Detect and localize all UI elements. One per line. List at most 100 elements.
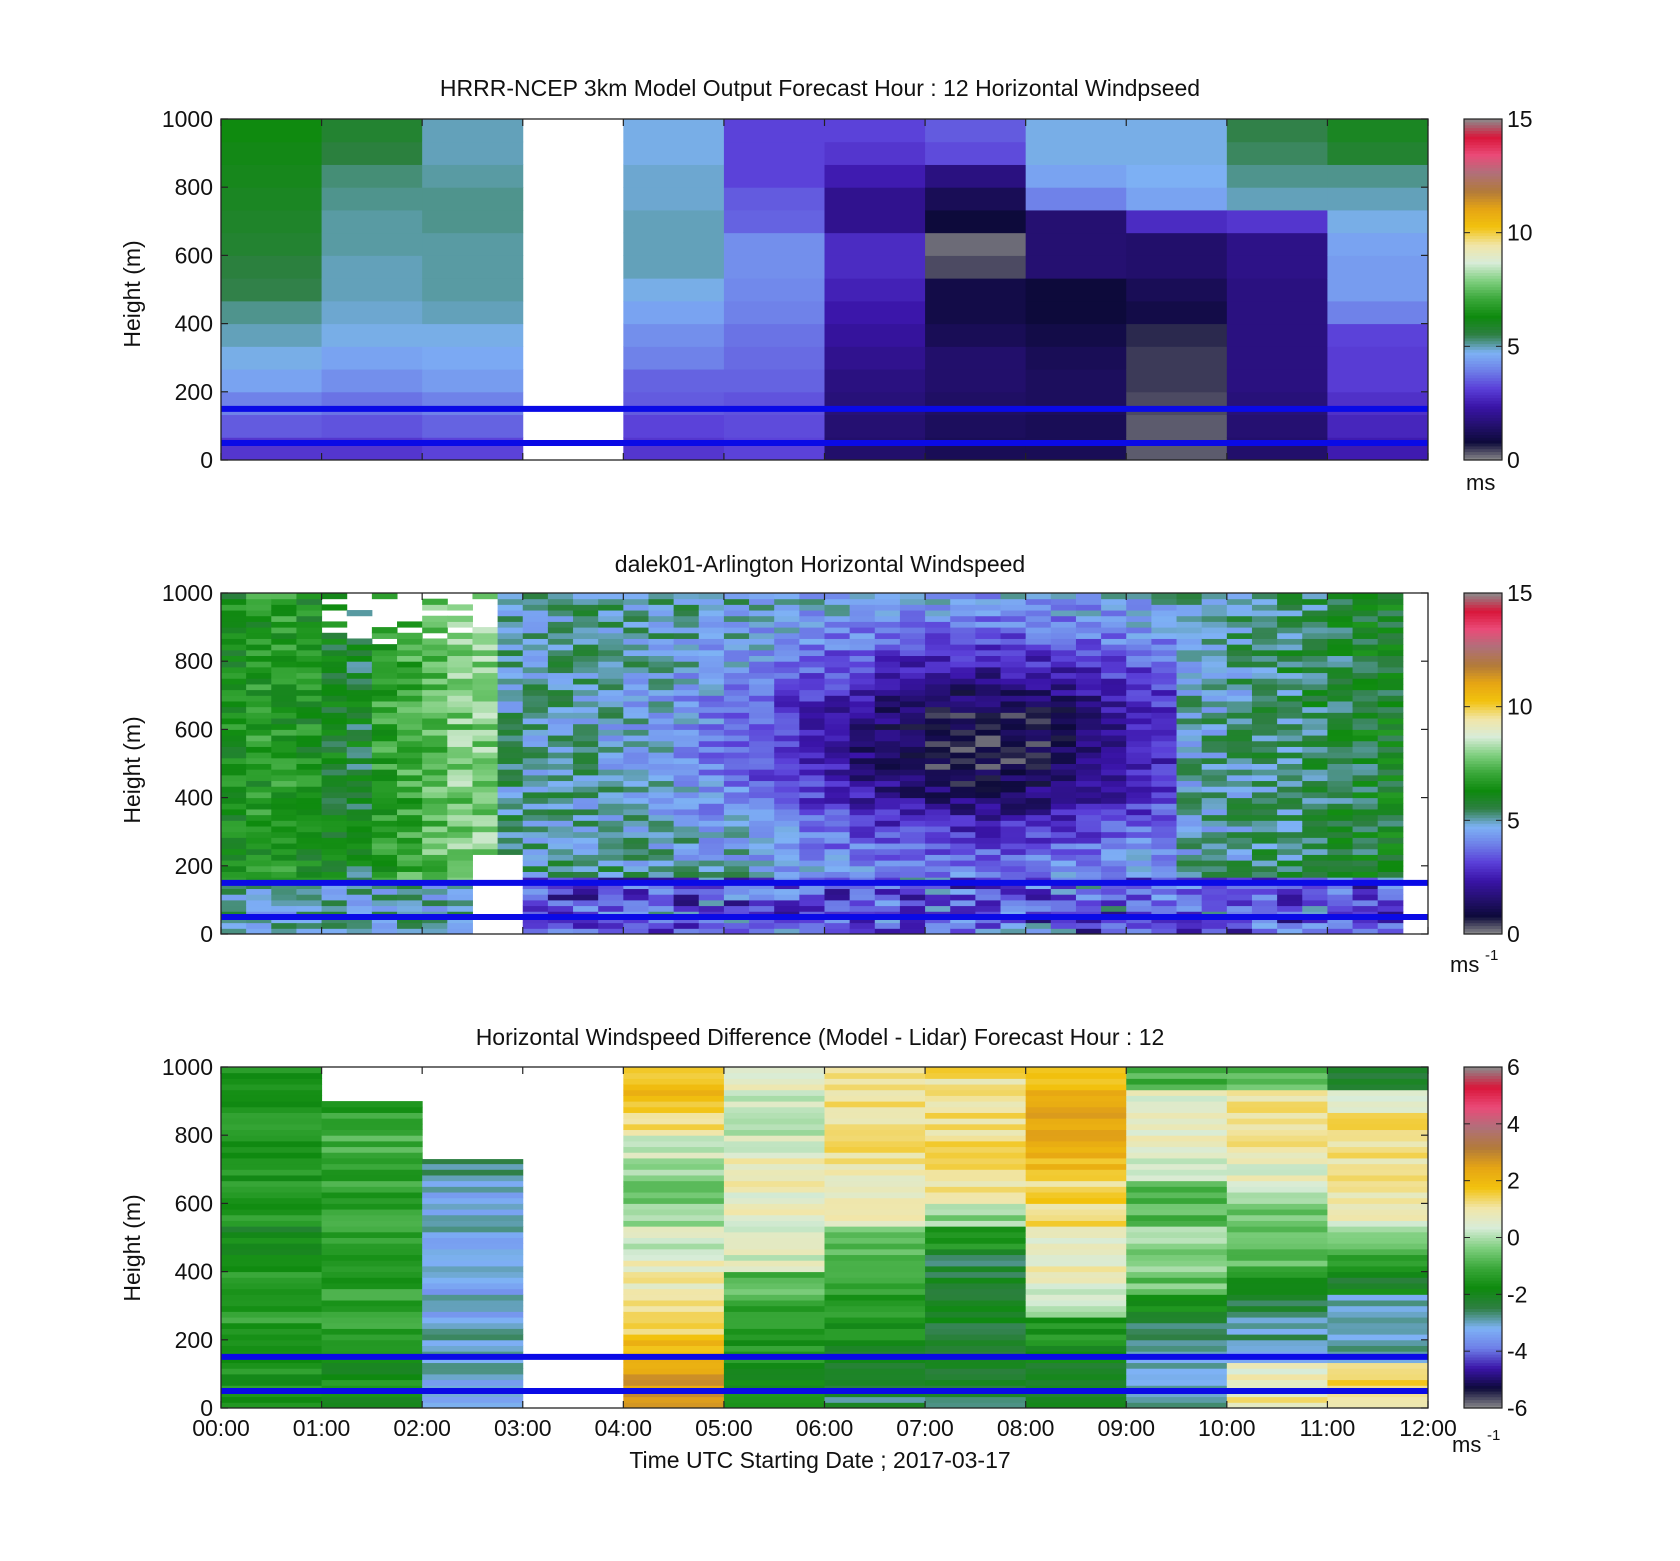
heatmap-cell <box>497 843 524 850</box>
colorbar-segment <box>1464 593 1502 597</box>
heatmap-cell <box>246 860 272 867</box>
heatmap-cell <box>799 593 825 600</box>
heatmap-cell <box>573 848 599 855</box>
heatmap-cell <box>397 678 423 685</box>
heatmap-cell <box>246 740 272 747</box>
heatmap-cell <box>1126 689 1152 696</box>
heatmap-cell <box>1126 1345 1228 1352</box>
colorbar-segment <box>1464 1132 1502 1136</box>
heatmap-cell <box>1126 644 1152 651</box>
heatmap-cell <box>774 729 800 736</box>
heatmap-cell <box>723 232 825 256</box>
heatmap-cell <box>824 323 926 347</box>
heatmap-cell <box>573 899 599 907</box>
heatmap-cell <box>950 905 976 912</box>
heatmap-cell <box>221 1135 323 1142</box>
heatmap-cell <box>749 666 775 674</box>
heatmap-cell <box>321 300 423 325</box>
heatmap-cell <box>1075 763 1102 770</box>
heatmap-cell <box>648 661 675 668</box>
heatmap-cell <box>975 655 1002 662</box>
heatmap-cell <box>925 300 1027 325</box>
colorbar-segment <box>1464 862 1502 867</box>
heatmap-cell <box>874 916 901 924</box>
colorbar-segment <box>1464 749 1502 753</box>
heatmap-cell <box>723 278 825 302</box>
heatmap-cell <box>723 899 750 907</box>
colorbar-segment <box>1464 192 1502 197</box>
colorbar-segment <box>1464 1268 1502 1273</box>
colorbar-segment <box>1464 457 1502 461</box>
heatmap-cell <box>296 860 323 867</box>
heatmap-cell <box>774 706 800 713</box>
heatmap-cell <box>1126 627 1152 634</box>
heatmap-cell <box>975 678 1002 685</box>
heatmap-cell <box>1050 723 1077 730</box>
heatmap-cell <box>1302 604 1328 611</box>
heatmap-cell <box>1025 1106 1127 1113</box>
heatmap-cell <box>1377 598 1404 605</box>
heatmap-cell <box>321 837 348 844</box>
heatmap-cell <box>1126 1396 1228 1403</box>
heatmap-cell <box>950 689 976 696</box>
heatmap-cell <box>749 831 775 838</box>
heatmap-cell <box>648 797 675 804</box>
heatmap-cell <box>1302 649 1328 657</box>
heatmap-cell <box>346 871 373 878</box>
heatmap-cell <box>1126 1112 1228 1119</box>
heatmap-cell <box>497 820 524 827</box>
heatmap-cell <box>1327 621 1354 628</box>
heatmap-cell <box>1151 894 1178 901</box>
heatmap-cell <box>1126 1390 1228 1398</box>
heatmap-cell <box>547 644 574 651</box>
heatmap-cell <box>749 689 775 696</box>
colorbar-segment <box>1464 1322 1502 1327</box>
heatmap-cell <box>799 740 825 747</box>
colorbar-segment <box>1464 1334 1502 1338</box>
colorbar-segment <box>1464 1211 1502 1216</box>
x-tick-labels: 00:00 01:00 02:00 03:00 04:00 05:00 06:00 07:00… <box>192 1415 1457 1441</box>
heatmap-cell <box>271 723 297 730</box>
heatmap-cell <box>497 848 524 855</box>
heatmap-cell <box>246 837 272 844</box>
heatmap-cell <box>899 632 926 639</box>
heatmap-cell <box>1126 797 1152 804</box>
heatmap-cell <box>1302 928 1328 935</box>
heatmap-cell <box>1226 1339 1328 1346</box>
colorbar-segment <box>1464 899 1502 904</box>
heatmap-cell <box>749 916 775 924</box>
heatmap-cell <box>925 1345 1027 1352</box>
heatmap-cell <box>547 803 574 810</box>
heatmap-cell <box>422 1163 524 1170</box>
heatmap-cell <box>422 187 524 211</box>
heatmap-cell <box>925 1118 1027 1125</box>
heatmap-cell <box>925 598 951 605</box>
heatmap-cell <box>774 593 800 600</box>
colorbar-segment <box>1464 743 1502 748</box>
colorbar-segment <box>1464 774 1502 779</box>
heatmap-cell <box>698 678 725 685</box>
heatmap-cell <box>447 888 473 895</box>
heatmap-cell <box>1277 672 1303 679</box>
heatmap-cell <box>296 820 323 827</box>
heatmap-cell <box>950 763 976 770</box>
heatmap-cell <box>1151 615 1178 622</box>
heatmap-cell <box>422 740 448 747</box>
heatmap-cell <box>1277 774 1303 782</box>
heatmap-cell <box>723 1180 825 1187</box>
heatmap-cell <box>1126 871 1152 878</box>
colorbar-segment <box>1464 612 1502 617</box>
heatmap-cell <box>849 848 876 855</box>
heatmap-cell <box>698 644 725 651</box>
colorbar-segment <box>1464 783 1502 787</box>
heatmap-cell <box>321 1373 423 1381</box>
heatmap-cell <box>296 718 323 725</box>
heatmap-cell <box>899 672 926 679</box>
heatmap-cell <box>522 848 549 855</box>
heatmap-cell <box>221 300 323 325</box>
heatmap-cell <box>422 786 448 793</box>
heatmap-cell <box>623 1140 725 1148</box>
heatmap-cell <box>321 1135 423 1142</box>
heatmap-cell <box>925 209 1027 234</box>
heatmap-cell <box>371 752 398 759</box>
